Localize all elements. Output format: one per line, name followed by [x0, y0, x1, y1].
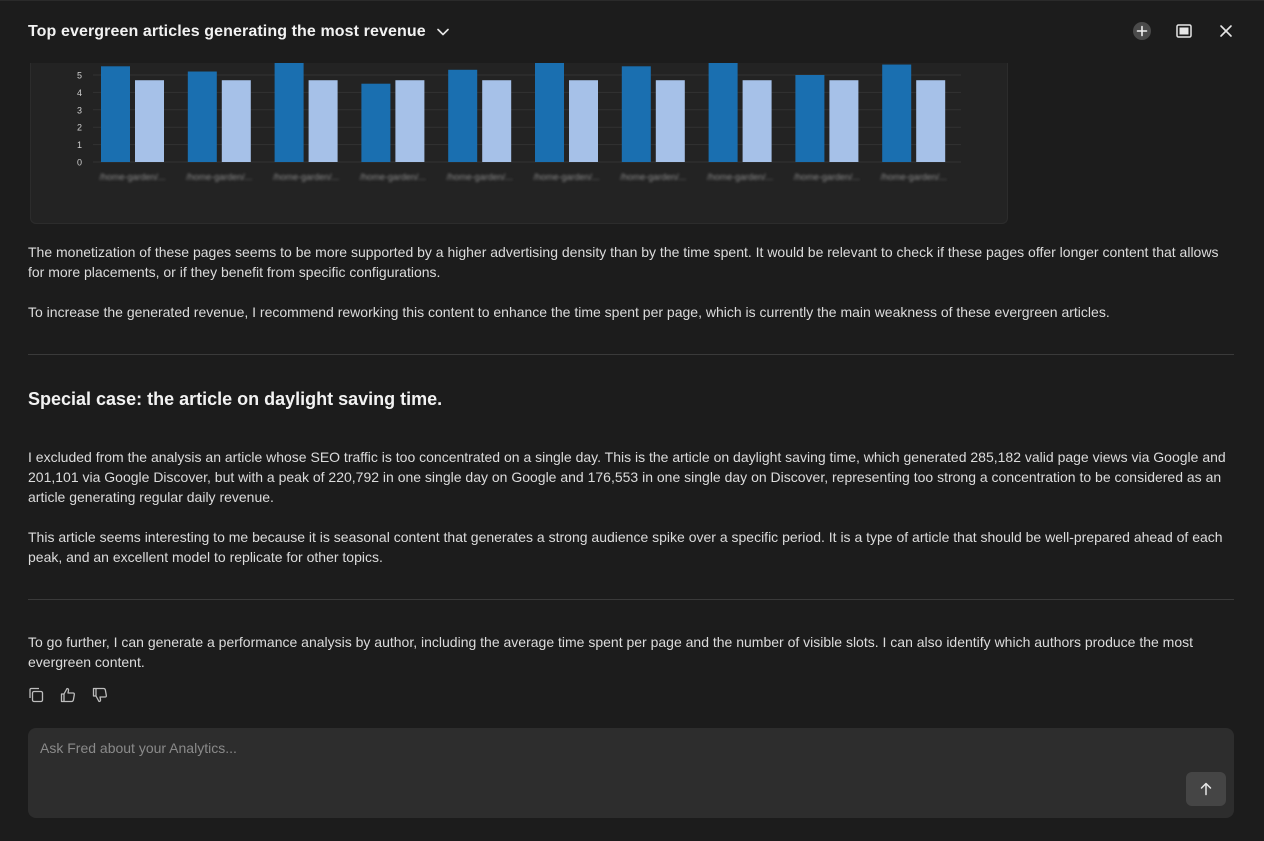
- y-tick-label: 2: [77, 123, 82, 133]
- bar: [361, 83, 391, 162]
- x-tick-label: /home-garden/...: [447, 172, 513, 182]
- paragraph-text: This article seems interesting to me bec…: [28, 529, 1223, 565]
- y-tick-label: 4: [77, 88, 82, 98]
- x-tick-label: /home-garden/...: [881, 172, 947, 182]
- close-icon: [1220, 25, 1232, 37]
- paragraph-text: To go further, I can generate a performa…: [28, 634, 1194, 670]
- thumbs-up-button[interactable]: [60, 687, 76, 703]
- x-tick-label: /home-garden/...: [794, 172, 860, 182]
- y-tick-label: 0: [77, 158, 82, 168]
- bar: [448, 69, 478, 162]
- y-tick-label: 5: [77, 71, 82, 81]
- maximize-icon: [1176, 24, 1192, 38]
- paragraph-text: The monetization of these pages seems to…: [28, 244, 1219, 280]
- bar: [882, 64, 912, 162]
- bar: [308, 80, 338, 162]
- x-tick-label: /home-garden/...: [707, 172, 773, 182]
- paragraph-text: To increase the generated revenue, I rec…: [28, 304, 1110, 320]
- conversation-title: Top evergreen articles generating the mo…: [28, 23, 426, 40]
- close-button[interactable]: [1216, 21, 1236, 41]
- bar: [795, 75, 825, 162]
- bar-chart: 0 1 2 3 4 5/home-garden/... /home-garden/... /h…: [77, 63, 961, 182]
- send-button[interactable]: [1186, 772, 1226, 806]
- y-tick-label: 3: [77, 105, 82, 115]
- x-tick-label: /home-garden/...: [186, 172, 252, 182]
- x-tick-label: /home-garden/...: [533, 172, 599, 182]
- chevron-down-icon[interactable]: [436, 25, 450, 39]
- chart-card: 0 1 2 3 4 5/home-garden/... /home-garden/... /h…: [30, 63, 1008, 224]
- paragraph-monetization: The monetization of these pages seems to…: [28, 242, 1234, 282]
- bar: [101, 66, 130, 162]
- section-heading: Special case: the article on daylight sa…: [28, 389, 443, 409]
- paragraph-next-steps: To go further, I can generate a performa…: [28, 632, 1234, 672]
- bar: [482, 80, 512, 162]
- thumbs-down-icon: [92, 687, 107, 703]
- bar: [274, 63, 304, 162]
- bar: [655, 80, 685, 162]
- bar: [621, 66, 651, 162]
- x-tick-label: /home-garden/...: [273, 172, 339, 182]
- paragraph-excluded-article: I excluded from the analysis an article …: [28, 447, 1234, 507]
- plus-circle-icon: [1133, 22, 1151, 40]
- thumbs-up-icon: [60, 687, 75, 703]
- copy-button[interactable]: [28, 687, 44, 703]
- header: Top evergreen articles generating the mo…: [0, 1, 1264, 63]
- divider: [28, 354, 1234, 355]
- add-button[interactable]: [1132, 21, 1152, 41]
- bar: [135, 80, 164, 162]
- divider: [28, 599, 1234, 600]
- x-tick-label: /home-garden/...: [360, 172, 426, 182]
- thumbs-down-button[interactable]: [92, 687, 108, 703]
- arrow-up-icon: [1200, 782, 1212, 796]
- bar: [535, 63, 564, 162]
- bar: [742, 80, 772, 162]
- bar: [187, 71, 217, 162]
- paragraph-recommendation: To increase the generated revenue, I rec…: [28, 302, 1234, 322]
- x-tick-label: /home-garden/...: [620, 172, 686, 182]
- y-tick-label: 1: [77, 140, 82, 150]
- bar: [708, 63, 738, 162]
- bar: [395, 80, 425, 162]
- chat-input[interactable]: [28, 728, 1168, 818]
- chat-composer: [28, 728, 1234, 818]
- x-tick-label: /home-garden/...: [99, 172, 165, 182]
- paragraph-text: I excluded from the analysis an article …: [28, 449, 1226, 505]
- bar: [569, 80, 598, 162]
- paragraph-seasonal: This article seems interesting to me bec…: [28, 527, 1234, 567]
- bar: [916, 80, 946, 162]
- copy-icon: [29, 687, 44, 703]
- message-actions: [28, 687, 108, 703]
- header-actions: [1132, 21, 1236, 41]
- bar: [829, 80, 859, 162]
- expand-button[interactable]: [1174, 21, 1194, 41]
- bar: [221, 80, 251, 162]
